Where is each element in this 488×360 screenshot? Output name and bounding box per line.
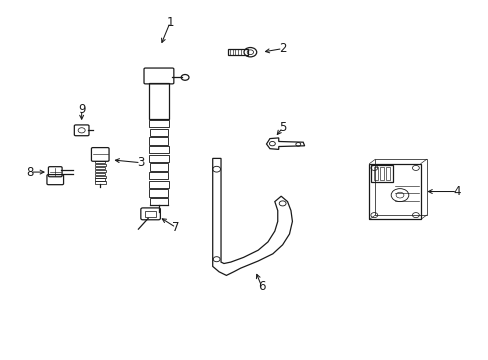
Text: 6: 6	[257, 280, 265, 293]
Bar	[149, 181, 168, 188]
Bar	[148, 83, 169, 119]
Bar	[149, 172, 168, 179]
Bar	[371, 165, 392, 182]
Text: 8: 8	[26, 166, 34, 179]
Bar	[374, 167, 378, 180]
Bar	[95, 176, 105, 178]
Bar	[95, 170, 105, 172]
Bar	[380, 167, 384, 180]
Text: 4: 4	[452, 185, 460, 198]
Bar	[149, 120, 168, 127]
Text: 9: 9	[78, 103, 85, 116]
Bar	[150, 163, 167, 171]
Bar	[95, 181, 105, 184]
Bar	[228, 49, 247, 55]
Bar	[145, 211, 156, 217]
Bar	[149, 155, 168, 162]
Bar	[95, 164, 105, 166]
Text: 1: 1	[166, 16, 174, 29]
Bar	[375, 159, 426, 215]
Bar	[95, 167, 105, 169]
Text: 5: 5	[278, 121, 286, 134]
Bar	[149, 138, 168, 145]
Bar	[95, 161, 105, 163]
Bar	[150, 198, 167, 205]
Text: 7: 7	[172, 221, 180, 234]
Text: 3: 3	[137, 156, 144, 169]
Bar	[149, 146, 168, 153]
Bar	[386, 167, 389, 180]
Bar	[149, 189, 168, 197]
Bar	[150, 129, 167, 136]
Bar	[95, 173, 105, 175]
Bar	[95, 179, 105, 181]
Text: 2: 2	[278, 42, 286, 55]
Bar	[369, 163, 420, 219]
